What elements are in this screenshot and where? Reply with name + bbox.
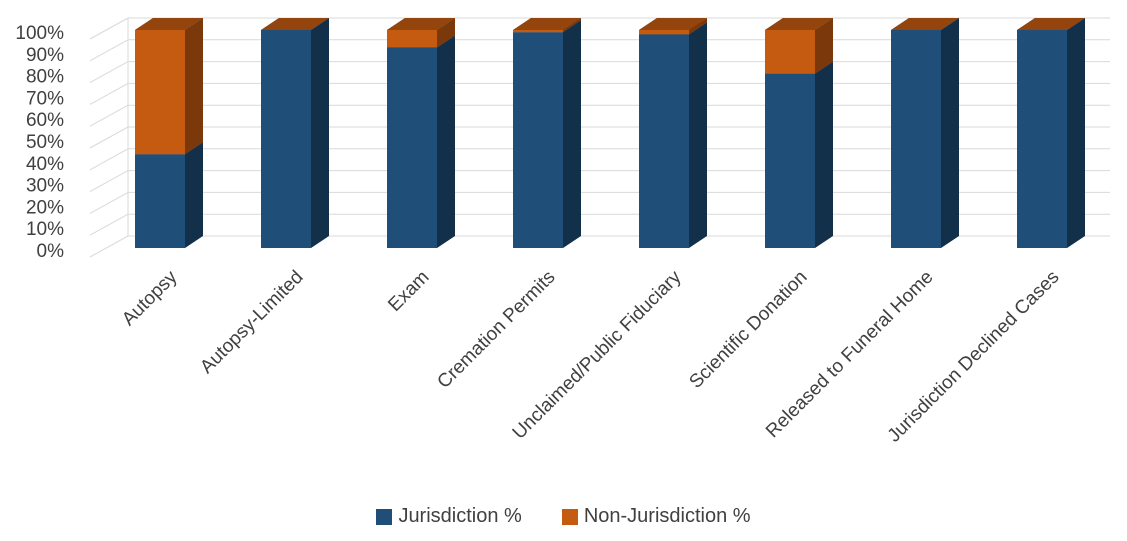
bar-side <box>815 18 833 74</box>
bar-segment <box>135 142 203 248</box>
bar-side <box>185 18 203 155</box>
bar-segment <box>513 20 581 249</box>
x-category-label: Cremation Permits <box>433 267 559 393</box>
bar-cap <box>387 18 455 30</box>
x-category-label: Autopsy <box>118 266 182 330</box>
gridline-side <box>89 235 129 258</box>
bar-front <box>135 154 185 248</box>
bar-segment <box>1017 18 1085 248</box>
x-axis-category-labels: Autopsy Autopsy-Limited Exam Cremation Perm… <box>118 266 1063 446</box>
y-tick-label: 70% <box>26 88 64 109</box>
y-tick-label: 40% <box>26 154 64 175</box>
gridline-side <box>89 126 129 149</box>
legend-label-non-jurisdiction: Non-Jurisdiction % <box>583 505 751 527</box>
legend-swatch-jurisdiction <box>376 508 393 525</box>
y-tick-label: 90% <box>26 45 64 66</box>
bar-side <box>941 18 959 248</box>
bar-side <box>185 142 203 248</box>
stacked-column-chart: 0%10%20%30%40%50%60%70%80%90%100% Autops… <box>15 17 1110 447</box>
x-category-label: Exam <box>384 267 433 316</box>
bar-front <box>135 30 185 155</box>
gridline-side <box>89 61 129 84</box>
gridline-side <box>89 82 129 105</box>
bar-front <box>639 34 689 248</box>
bar-cap <box>1017 18 1085 30</box>
bar-front <box>1017 30 1067 248</box>
bar-side <box>311 18 329 248</box>
gridline-side <box>89 191 129 214</box>
y-axis-tick-labels: 0%10%20%30%40%50%60%70%80%90%100% <box>15 23 64 262</box>
bar-side <box>563 20 581 249</box>
bar-cap <box>765 18 833 30</box>
bar-front <box>639 30 689 35</box>
y-tick-label: 30% <box>26 176 64 197</box>
y-tick-label: 20% <box>26 197 64 218</box>
bar-front <box>513 30 563 33</box>
bar-side <box>689 22 707 248</box>
bar-segment <box>891 18 959 248</box>
gridline-side <box>89 148 129 171</box>
y-tick-label: 50% <box>26 132 64 153</box>
bar-front <box>513 32 563 249</box>
gridline-side <box>89 170 129 193</box>
legend-swatch-non-jurisdiction <box>561 508 578 525</box>
bar-front <box>387 47 437 248</box>
gridline-side <box>89 39 129 62</box>
legend-item-jurisdiction: Jurisdiction % <box>376 505 522 528</box>
bar-front <box>261 30 311 248</box>
bar-side <box>815 61 833 248</box>
bar-segment <box>639 22 707 248</box>
bar-cap <box>135 18 203 30</box>
bar-cap <box>891 18 959 30</box>
bar-segment <box>135 18 203 155</box>
x-category-label: Autopsy-Limited <box>196 267 307 378</box>
bar-front <box>891 30 941 248</box>
bar-cap <box>513 18 581 30</box>
bars <box>135 18 1085 249</box>
bar-segment <box>765 61 833 248</box>
bar-front <box>765 73 815 248</box>
bar-front <box>765 30 815 74</box>
bar-side <box>563 18 581 33</box>
bar-side <box>689 18 707 35</box>
bar-cap <box>261 18 329 30</box>
bar-front <box>387 30 437 48</box>
bar-side <box>437 35 455 248</box>
bar-side <box>437 18 455 48</box>
y-tick-label: 10% <box>26 219 64 240</box>
bar-segment <box>261 18 329 248</box>
legend-item-non-jurisdiction: Non-Jurisdiction % <box>561 505 751 528</box>
legend-label-jurisdiction: Jurisdiction % <box>398 505 522 527</box>
bar-cap <box>639 18 707 30</box>
legend: Jurisdiction % Non-Jurisdiction % <box>0 505 1127 528</box>
gridline-side <box>89 213 129 236</box>
y-tick-label: 60% <box>26 110 64 131</box>
y-tick-label: 100% <box>15 23 64 44</box>
bar-side <box>1067 18 1085 248</box>
gridline-side <box>89 104 129 127</box>
y-tick-label: 0% <box>37 241 65 262</box>
gridline-side <box>89 17 129 40</box>
y-tick-label: 80% <box>26 67 64 88</box>
bar-segment <box>387 35 455 248</box>
x-category-label: Scientific Donation <box>685 267 811 393</box>
